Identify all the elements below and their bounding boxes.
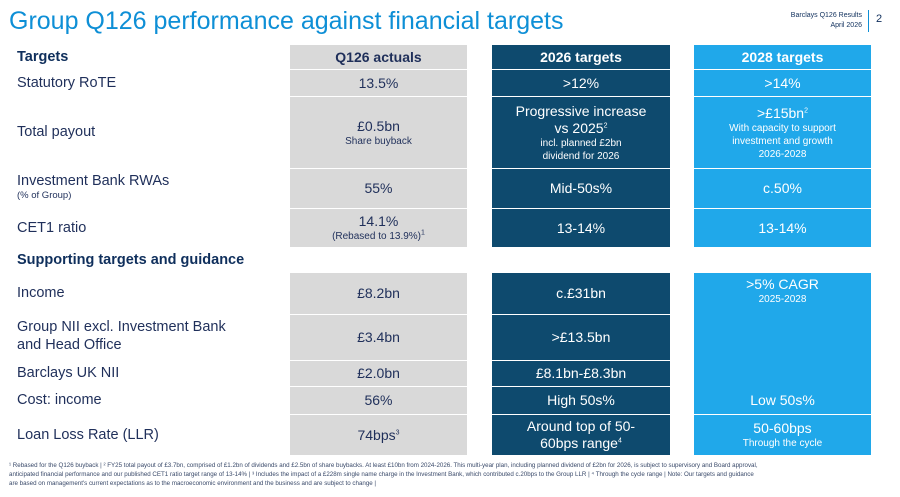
row-divider (10, 414, 890, 415)
cost-income-2026: High 50s% (547, 392, 615, 408)
uk-nii-actual: £2.0bn (357, 365, 400, 381)
footnote-line: anticipated financial performance and ou… (9, 471, 754, 478)
row-divider (10, 69, 890, 70)
row-label-uk-nii: Barclays UK NII (17, 365, 120, 381)
income-actual: £8.2bn (357, 285, 400, 301)
ib-rwas-label: Investment Bank RWAs (17, 173, 170, 189)
rote-2026: >12% (562, 74, 600, 91)
targets-2028-header: 2028 targets (741, 48, 824, 65)
targets-2028-merged-cell (694, 273, 871, 414)
row-divider (10, 168, 890, 169)
llr-actual-cell: 74bps3 (290, 415, 467, 455)
actuals-header: Q126 actuals (335, 48, 422, 65)
payout-2026-note2: dividend for 2026 (542, 150, 620, 162)
cet1-2026: 13-14% (556, 219, 606, 236)
llr-2026-line2: 60bps range (540, 435, 618, 451)
row-label-payout: Total payout (17, 124, 96, 140)
llr-2028-note: Through the cycle (742, 438, 823, 449)
ib-rwas-2026: Mid-50s% (549, 180, 613, 196)
income-2028: >5% CAGR (746, 276, 819, 292)
targets-2026-column-top (492, 45, 670, 247)
cet1-actual-note: (Rebased to 13.9%) (332, 231, 422, 242)
llr-2026-line1: Around top of 50- (526, 418, 636, 434)
payout-2026-note1: incl. planned £2bn (540, 137, 622, 149)
nii-excl-label-line2: and Head Office (17, 337, 122, 353)
report-info: Barclays Q126 Results April 2026 (791, 11, 862, 31)
row-label-nii-excl: Group NII excl. Investment Bank and Head… (17, 318, 226, 354)
payout-2028-cell: >£15bn2 With capacity to support investm… (694, 97, 871, 168)
income-2028-cell: >5% CAGR 2025-2028 (694, 276, 871, 310)
payout-2028-note1: With capacity to support (729, 122, 836, 134)
footnote-ref: 4 (617, 437, 622, 445)
row-label-ib-rwas: Investment Bank RWAs (% of Group) (17, 172, 169, 202)
cet1-2028: 13-14% (758, 219, 807, 236)
payout-actual: £0.5bn (357, 117, 400, 134)
cet1-actual-cell: 14.1% (Rebased to 13.9%)1 (290, 209, 467, 247)
report-date: April 2026 (830, 22, 862, 29)
targets-2028-column-top (694, 45, 871, 247)
payout-2028: >£15bn (756, 104, 805, 121)
llr-2026-cell: Around top of 50- 60bps range4 (492, 415, 670, 455)
payout-actual-cell: £0.5bn Share buyback (290, 97, 467, 168)
cost-income-2028: Low 50s% (750, 392, 815, 408)
actuals-column-top (290, 45, 467, 247)
targets-2026-header: 2026 targets (540, 48, 622, 65)
targets-header: Targets (17, 49, 69, 65)
row-divider (10, 96, 890, 97)
actuals-column-bottom (290, 273, 467, 455)
ib-rwas-label-sub: (% of Group) (17, 190, 72, 201)
nii-excl-2026: >£13.5bn (551, 329, 611, 345)
llr-actual: 74bps (357, 426, 396, 443)
rote-actual: 13.5% (358, 74, 399, 91)
payout-2028-note3: 2026-2028 (758, 148, 807, 160)
row-label-income: Income (17, 285, 65, 301)
row-divider (10, 208, 890, 209)
page-number: 2 (876, 13, 883, 25)
llr-2028-cell: 50-60bps Through the cycle (694, 415, 871, 455)
ib-rwas-actual: 55% (364, 180, 393, 196)
cost-income-actual: 56% (364, 392, 393, 408)
ib-rwas-2028: c.50% (763, 180, 802, 196)
rote-2028: >14% (764, 74, 801, 91)
payout-actual-note: Share buyback (345, 135, 412, 147)
row-divider (10, 386, 890, 387)
footnote-ref: 3 (395, 428, 400, 436)
footnote-ref: 2 (603, 121, 608, 129)
income-2028-note: 2025-2028 (758, 294, 807, 305)
row-divider (694, 414, 871, 415)
row-divider (10, 360, 890, 361)
footnote-ref: 1 (421, 229, 425, 237)
payout-2026-cell: Progressive increase vs 20252 incl. plan… (492, 97, 670, 168)
row-label-llr: Loan Loss Rate (LLR) (17, 427, 159, 443)
payout-2026-line2: vs 2025 (554, 119, 604, 136)
row-divider (10, 314, 890, 315)
footnote-ref: 2 (804, 106, 808, 114)
row-label-cet1: CET1 ratio (17, 220, 87, 236)
supporting-heading: Supporting targets and guidance (17, 252, 245, 268)
payout-2028-note2: investment and growth (732, 135, 833, 147)
footnote-line: ¹ Rebased for the Q126 buyback | ² FY25 … (9, 462, 758, 469)
footnotes: ¹ Rebased for the Q126 buyback | ² FY25 … (9, 461, 891, 488)
payout-2026-line1: Progressive increase (515, 102, 647, 119)
uk-nii-2026: £8.1bn-£8.3bn (535, 365, 627, 381)
page-title: Group Q126 performance against financial… (9, 7, 564, 35)
row-label-rote: Statutory RoTE (17, 75, 117, 91)
report-name: Barclays Q126 Results (790, 12, 862, 19)
income-2026: c.£31bn (556, 285, 606, 301)
header-divider (868, 10, 869, 32)
llr-2028: 50-60bps (753, 420, 812, 436)
cet1-actual: 14.1% (358, 213, 399, 229)
footnote-line: are based on management's current expect… (9, 480, 377, 487)
row-label-cost-income: Cost: income (17, 392, 102, 408)
targets-2026-column-bottom (492, 273, 670, 455)
nii-excl-actual: £3.4bn (357, 329, 400, 345)
nii-excl-label-line1: Group NII excl. Investment Bank (17, 319, 226, 335)
